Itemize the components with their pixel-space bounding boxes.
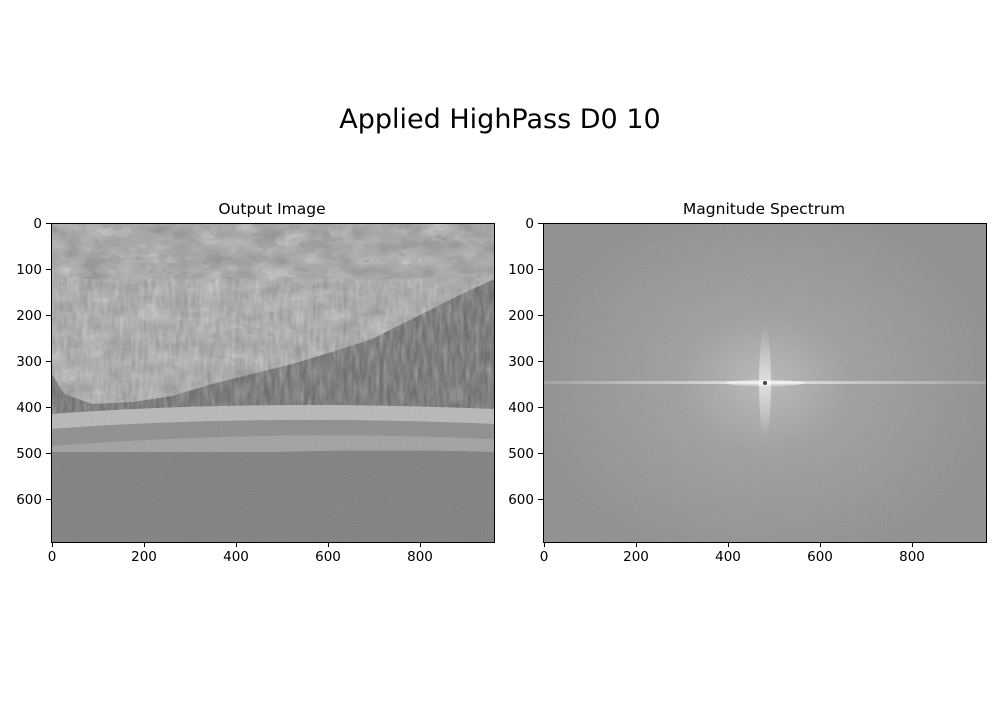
xtick-mark [328,542,329,547]
ytick-label: 600 [508,492,534,508]
ytick-label: 100 [16,262,42,278]
xtick-label: 200 [131,549,157,565]
xtick-label: 0 [539,549,549,565]
ytick-label: 0 [33,216,42,232]
ytick-label: 500 [16,446,42,462]
ytick-label: 300 [16,354,42,370]
xtick-label: 400 [223,549,249,565]
xtick-label: 800 [899,549,925,565]
ytick-label: 300 [508,354,534,370]
ytick-label: 100 [508,262,534,278]
output-image-title: Output Image [218,200,326,218]
magnitude-spectrum-canvas [544,224,986,542]
ytick-mark [46,315,51,316]
ytick-label: 500 [508,446,534,462]
ytick-mark [538,499,543,500]
xtick-mark [144,542,145,547]
ytick-label: 200 [508,308,534,324]
ytick-mark [538,407,543,408]
ytick-label: 600 [16,492,42,508]
ytick-mark [46,407,51,408]
ytick-mark [538,315,543,316]
xtick-label: 800 [407,549,433,565]
image-grain [52,224,494,542]
ytick-mark [538,453,543,454]
figure-title: Applied HighPass D0 10 [339,104,661,135]
xtick-mark [636,542,637,547]
ytick-label: 400 [508,400,534,416]
xtick-mark [728,542,729,547]
ytick-mark [538,361,543,362]
xtick-label: 0 [47,549,57,565]
xtick-mark [820,542,821,547]
ytick-mark [46,453,51,454]
ytick-mark [538,269,543,270]
xtick-mark [236,542,237,547]
ytick-label: 200 [16,308,42,324]
ytick-label: 0 [525,216,534,232]
ytick-mark [46,223,51,224]
ytick-mark [46,361,51,362]
ytick-mark [46,499,51,500]
ytick-mark [46,269,51,270]
output-image-canvas [52,224,494,542]
xtick-label: 600 [315,549,341,565]
output-image-panel [51,223,495,543]
xtick-label: 200 [623,549,649,565]
magnitude-spectrum-title: Magnitude Spectrum [682,200,846,218]
magnitude-spectrum-panel [543,223,987,543]
xtick-mark [52,542,53,547]
xtick-mark [420,542,421,547]
spectrum-dc-point [763,381,767,385]
xtick-label: 600 [807,549,833,565]
ytick-mark [538,223,543,224]
xtick-mark [912,542,913,547]
xtick-label: 400 [715,549,741,565]
xtick-mark [544,542,545,547]
ytick-label: 400 [16,400,42,416]
